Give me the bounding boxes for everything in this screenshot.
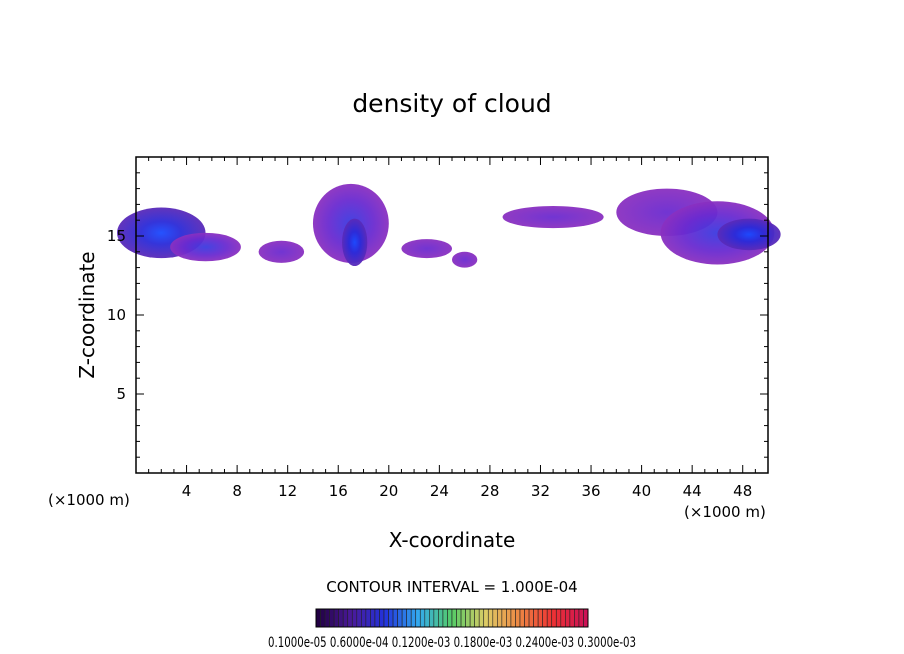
colorbar-swatch	[347, 608, 353, 628]
cloud-region-2	[258, 240, 305, 263]
colorbar-swatch	[469, 608, 475, 628]
colorbar-swatch	[338, 608, 344, 628]
colorbar	[315, 608, 589, 628]
colorbar-swatch	[524, 608, 530, 628]
colorbar-swatch	[392, 608, 398, 628]
colorbar-swatch	[519, 608, 525, 628]
colorbar-frame	[315, 608, 589, 628]
contour-interval-text: CONTOUR INTERVAL = 1.000E-04	[326, 578, 577, 596]
colorbar-swatch	[429, 608, 435, 628]
colorbar-swatch	[560, 608, 566, 628]
colorbar-swatch	[329, 608, 335, 628]
colorbar-swatch	[315, 608, 321, 628]
colorbar-swatch	[383, 608, 389, 628]
plot-area	[117, 183, 781, 268]
colorbar-swatch	[460, 608, 466, 628]
x-tick-label: 8	[232, 482, 242, 500]
colorbar-swatch	[497, 608, 503, 628]
colorbar-swatch	[433, 608, 439, 628]
x-unit-right: (×1000 m)	[684, 503, 766, 521]
colorbar-swatch	[478, 608, 485, 628]
y-axis-label: Z-coordinate	[75, 251, 99, 378]
x-tick-label: 32	[531, 482, 550, 500]
colorbar-swatch	[361, 608, 367, 628]
colorbar-swatch	[320, 608, 326, 628]
cloud-region-10	[717, 218, 781, 251]
x-tick-label: 20	[379, 482, 398, 500]
colorbar-labels: 0.1000e-05 0.6000e-04 0.1200e-03 0.1800e…	[268, 635, 636, 651]
colorbar-swatch	[555, 608, 562, 628]
colorbar-swatch	[374, 608, 380, 628]
colorbar-swatch	[438, 608, 444, 628]
colorbar-swatch	[379, 608, 385, 628]
y-tick-label: 15	[107, 227, 126, 245]
colorbar-swatch	[537, 608, 543, 628]
x-tick-label: 28	[480, 482, 499, 500]
x-tick-label: 40	[632, 482, 651, 500]
colorbar-swatch	[574, 608, 580, 628]
colorbar-swatch	[415, 608, 421, 628]
colorbar-swatch	[578, 608, 584, 628]
colorbar-swatch	[406, 608, 412, 628]
colorbar-swatch	[533, 608, 539, 628]
y-tick-label: 5	[116, 385, 126, 403]
colorbar-swatch	[442, 608, 448, 628]
colorbar-swatch	[474, 608, 480, 628]
colorbar-swatch	[419, 608, 426, 628]
colorbar-swatch	[397, 608, 403, 628]
colorbar-swatch	[351, 608, 358, 628]
colorbar-swatch	[546, 608, 553, 628]
colorbar-swatch	[356, 608, 362, 628]
colorbar-swatch	[410, 608, 417, 628]
colorbar-swatch	[365, 608, 371, 628]
cloud-region-1	[170, 232, 241, 262]
x-tick-label: 16	[329, 482, 348, 500]
colorbar-swatch	[451, 608, 457, 628]
colorbar-swatch	[447, 608, 453, 628]
colorbar-swatch	[342, 608, 349, 628]
colorbar-swatch	[565, 608, 571, 628]
x-tick-label: 24	[430, 482, 449, 500]
colorbar-swatch	[569, 608, 575, 628]
x-tick-label: 4	[182, 482, 192, 500]
cloud-region-5	[401, 239, 452, 259]
colorbar-swatch	[370, 608, 376, 628]
colorbar-swatch	[551, 608, 557, 628]
colorbar-swatch	[424, 608, 430, 628]
colorbar-swatch	[542, 608, 548, 628]
cloud-region-4	[342, 218, 368, 267]
colorbar-swatch	[583, 608, 589, 628]
x-tick-label: 12	[278, 482, 297, 500]
colorbar-swatch	[506, 608, 512, 628]
colorbar-swatch	[510, 608, 516, 628]
colorbar-swatch	[501, 608, 507, 628]
y-tick-label: 10	[107, 306, 126, 324]
colorbar-swatch	[401, 608, 407, 628]
colorbar-swatch	[528, 608, 534, 628]
colorbar-swatch	[324, 608, 330, 628]
colorbar-swatch	[333, 608, 339, 628]
x-tick-label: 44	[683, 482, 702, 500]
colorbar-swatch	[515, 608, 521, 628]
colorbar-swatch	[456, 608, 462, 628]
x-axis-label: X-coordinate	[389, 528, 516, 552]
chart-title: density of cloud	[352, 89, 551, 118]
x-tick-label: 36	[581, 482, 600, 500]
colorbar-swatch	[465, 608, 471, 628]
colorbar-swatch	[492, 608, 498, 628]
cloud-region-6	[452, 251, 478, 268]
colorbar-swatch	[483, 608, 489, 628]
colorbar-swatch	[388, 608, 394, 628]
x-tick-label: 48	[733, 482, 752, 500]
x-unit-left: (×1000 m)	[48, 491, 130, 509]
cloud-region-7	[502, 205, 604, 229]
colorbar-swatch	[487, 608, 494, 628]
